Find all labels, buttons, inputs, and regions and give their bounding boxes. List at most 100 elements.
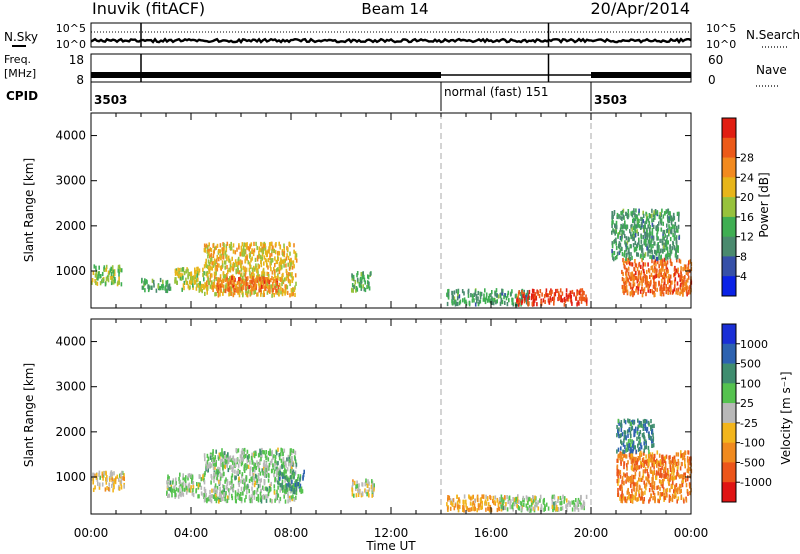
velocity-cell-r6 xyxy=(512,502,514,507)
power-cell-r9 xyxy=(650,240,652,245)
velocity-cell-r2 xyxy=(237,488,240,493)
velocity-cell-r2 xyxy=(214,465,216,470)
power-cell-r3 xyxy=(225,244,228,249)
power-cell-r9 xyxy=(635,224,637,229)
velocity-cell-r7 xyxy=(636,483,638,488)
velocity-cell-r2 xyxy=(290,448,292,453)
power-cell-r8 xyxy=(640,264,642,269)
velocity-cell-r2 xyxy=(234,458,236,463)
power-cell-r3 xyxy=(263,290,265,295)
power-cell-r9 xyxy=(653,241,655,246)
velocity-cell-r2 xyxy=(226,463,228,468)
velocity-cell-r2 xyxy=(219,454,221,460)
power-cell-r8 xyxy=(657,273,659,278)
power-cell-r1 xyxy=(168,286,171,291)
power-cell-r3 xyxy=(278,292,280,297)
velocity-cell-r2 xyxy=(251,490,254,495)
power-cell-r9 xyxy=(674,224,676,229)
velocity-cell-r2 xyxy=(226,457,229,462)
velocity-cell-r7 xyxy=(680,495,683,500)
velocity-cell-r2 xyxy=(225,498,228,503)
power-cell-r8 xyxy=(643,287,646,292)
power-cell-r9 xyxy=(651,227,654,232)
velocity-cell-r7 xyxy=(653,481,656,486)
velocity-cell-r2 xyxy=(263,450,266,455)
velocity-cell-r7 xyxy=(662,454,664,459)
power-cell-r6 xyxy=(451,290,453,295)
velocity-cell-r0 xyxy=(109,477,111,482)
power-cell-r7 xyxy=(543,294,546,299)
power-cell-r6 xyxy=(506,302,509,307)
power-cell-r6 xyxy=(491,290,493,295)
power-cell-r8 xyxy=(684,281,686,287)
power-cell-r4 xyxy=(229,278,231,284)
velocity-cell-r5 xyxy=(494,495,497,500)
power-cell-r2 xyxy=(191,276,194,281)
velocity-cell-r3 xyxy=(292,489,295,494)
velocity-cell-r5 xyxy=(463,508,465,513)
power-cell-r5 xyxy=(362,284,364,289)
velocity-cell-r6 xyxy=(518,499,520,504)
velocity-cell-r1 xyxy=(197,494,199,499)
power-cell-r6 xyxy=(474,291,477,296)
velocity-cell-r7 xyxy=(625,454,628,459)
power-cell-r6 xyxy=(497,294,500,299)
power-cell-r1 xyxy=(141,279,143,284)
velocity-cell-r8 xyxy=(628,443,631,448)
power-cell-r3 xyxy=(245,292,248,297)
velocity-colorbar-tick-label-3: 25 xyxy=(740,397,754,410)
velocity-cell-r5 xyxy=(503,505,506,510)
power-cell-r7 xyxy=(528,289,531,295)
power-cell-r3 xyxy=(204,291,206,296)
velocity-cell-r7 xyxy=(679,466,682,471)
velocity-cell-r2 xyxy=(268,451,271,457)
velocity-cell-r2 xyxy=(229,455,232,460)
power-cell-r9 xyxy=(615,220,618,225)
power-cell-r5 xyxy=(353,285,355,290)
velocity-cell-r2 xyxy=(206,460,209,465)
power-cell-r3 xyxy=(243,252,246,257)
power-cell-r6 xyxy=(526,290,529,295)
power-cell-r3 xyxy=(252,270,254,275)
power-cell-r8 xyxy=(686,278,689,283)
velocity-cell-r4 xyxy=(355,484,357,489)
velocity-cell-r7 xyxy=(669,497,672,502)
power-cell-r8 xyxy=(660,287,663,293)
velocity-cell-r1 xyxy=(175,477,177,482)
power-cell-r8 xyxy=(639,289,642,294)
power-cell-r3 xyxy=(266,281,269,286)
velocity-cell-r5 xyxy=(472,500,474,505)
power-cell-r3 xyxy=(258,283,260,288)
power-cell-r9 xyxy=(648,243,650,248)
power-cell-r3 xyxy=(276,259,278,265)
velocity-cell-r7 xyxy=(668,459,671,464)
velocity-cell-r2 xyxy=(238,496,241,501)
velocity-cell-r0 xyxy=(123,476,125,481)
power-cell-r8 xyxy=(626,268,628,273)
velocity-cell-r3 xyxy=(278,476,281,481)
power-cell-r3 xyxy=(226,257,228,262)
power-cell-r3 xyxy=(254,257,257,262)
power-cell-r9 xyxy=(672,240,674,246)
power-cell-r3 xyxy=(282,252,284,257)
velocity-cell-r2 xyxy=(283,448,286,453)
power-cell-r3 xyxy=(238,293,241,298)
power-cell-r8 xyxy=(662,263,664,268)
power-cell-r4 xyxy=(217,277,219,282)
power-cell-r3 xyxy=(285,256,288,261)
velocity-cell-r7 xyxy=(640,460,642,465)
velocity-cell-r7 xyxy=(683,455,685,460)
power-cell-r8 xyxy=(653,269,656,274)
power-cell-r3 xyxy=(229,268,232,273)
velocity-cell-r8 xyxy=(630,448,632,453)
power-cell-r9 xyxy=(663,229,666,235)
power-cell-r3 xyxy=(266,250,268,255)
velocity-cell-r6 xyxy=(533,498,536,503)
velocity-cell-r7 xyxy=(689,473,691,478)
velocity-cell-r2 xyxy=(277,493,280,498)
velocity-cell-r0 xyxy=(101,471,104,476)
velocity-cell-r2 xyxy=(259,454,262,459)
power-cell-r3 xyxy=(282,260,284,265)
power-cell-r6 xyxy=(479,291,482,296)
velocity-cell-r2 xyxy=(239,454,242,459)
